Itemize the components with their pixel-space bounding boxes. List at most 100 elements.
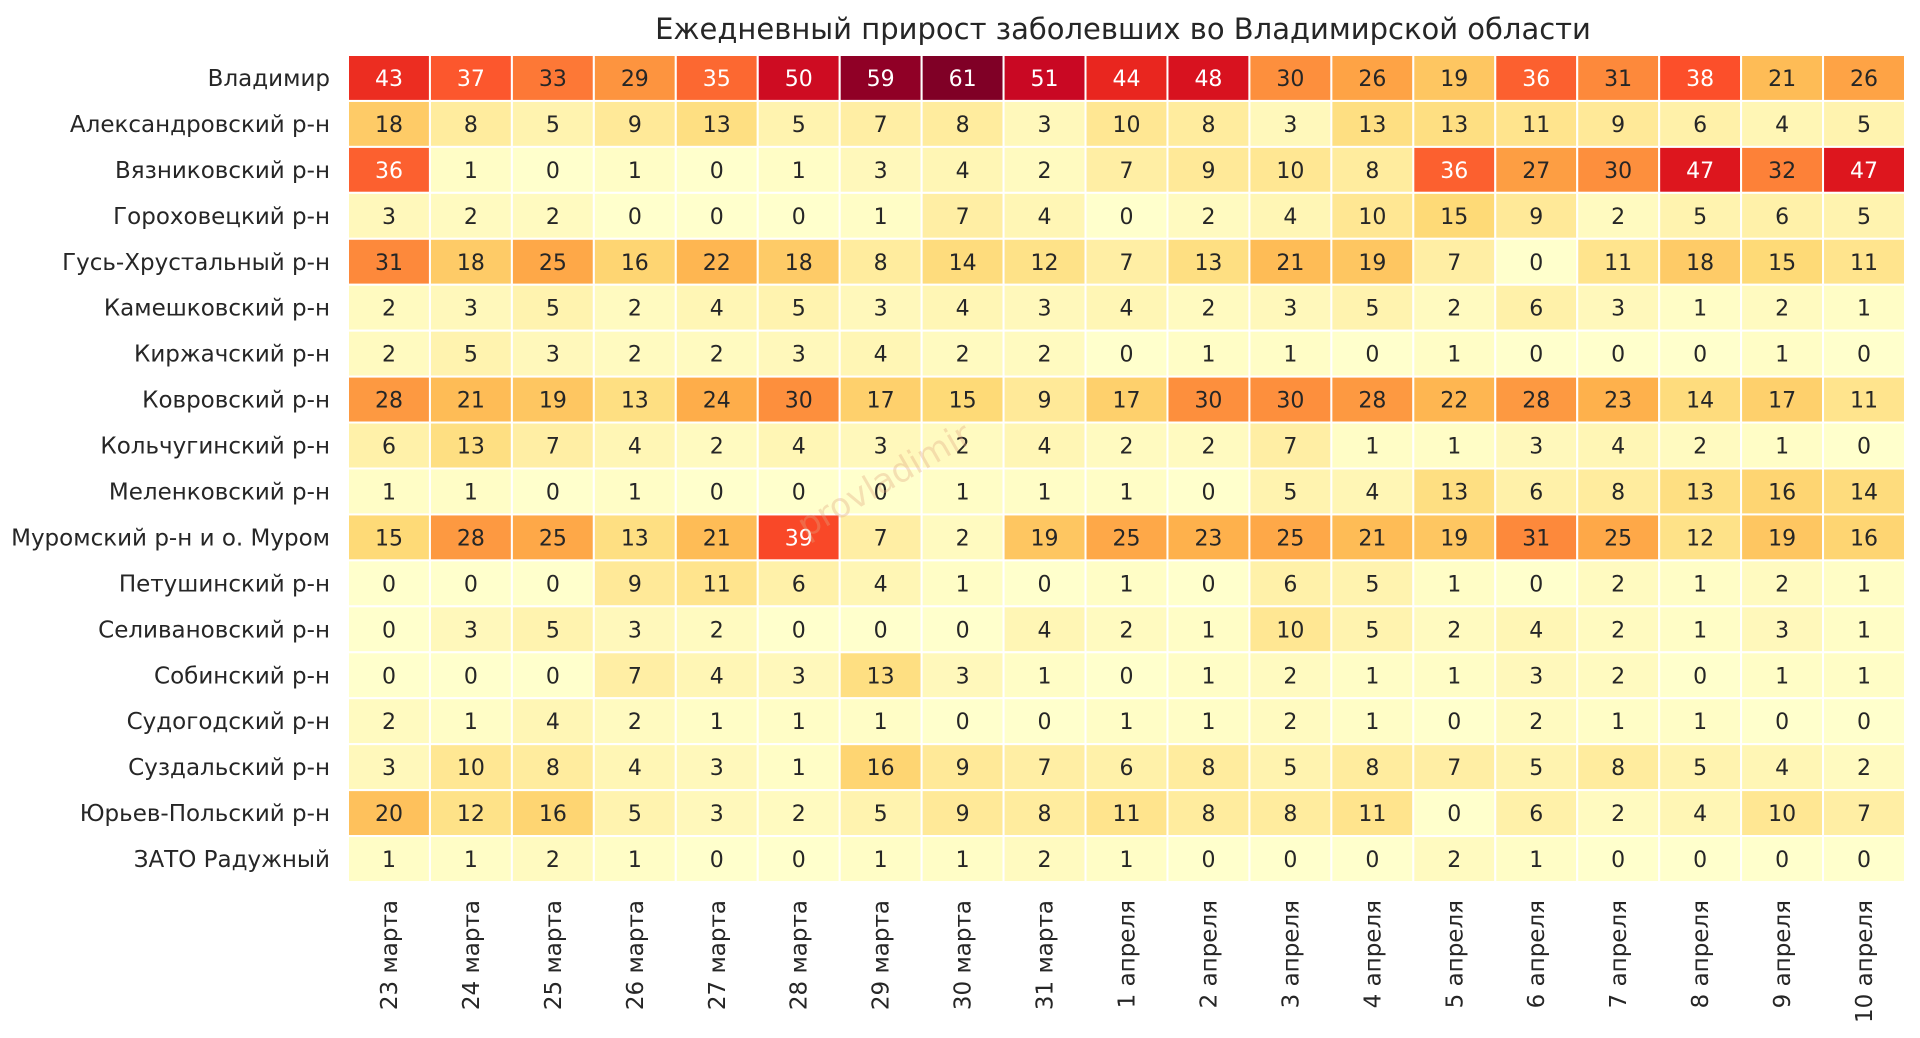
cell-value-label: 2 (546, 205, 560, 230)
heatmap-cell (1330, 605, 1415, 654)
heatmap-cell (1084, 145, 1169, 194)
heatmap-cell (1248, 651, 1333, 700)
cell-value-label: 8 (1611, 756, 1625, 781)
heatmap-cell (347, 283, 431, 332)
cell-value-label: 1 (1775, 664, 1789, 689)
heatmap-cell (1166, 651, 1251, 700)
cell-value-label: 4 (628, 435, 642, 460)
row-label: Петушинский р-н (119, 571, 330, 597)
heatmap-cell (1822, 835, 1906, 883)
cell-value-label: 12 (1031, 251, 1059, 276)
cell-value-label: 37 (457, 67, 485, 92)
heatmap-cell (510, 99, 595, 148)
cell-value-label: 16 (1768, 480, 1796, 505)
heatmap-cell (1412, 54, 1497, 102)
cell-value-label: 9 (1611, 113, 1625, 138)
heatmap-cell (510, 513, 595, 562)
cell-value-label: 15 (375, 526, 403, 551)
row-label: Муромский р-н и о. Муром (11, 525, 330, 551)
heatmap-cell (1248, 145, 1333, 194)
cell-value-label: 19 (1031, 526, 1059, 551)
cell-value-label: 0 (710, 205, 724, 230)
cell-value-label: 2 (1201, 297, 1215, 322)
heatmap-cell (1084, 99, 1169, 148)
cell-value-label: 1 (792, 710, 806, 735)
cell-value-label: 23 (1604, 389, 1632, 414)
heatmap-cell (1822, 54, 1906, 102)
cell-value-label: 2 (710, 435, 724, 460)
cell-value-label: 2 (1775, 572, 1789, 597)
cell-value-label: 0 (546, 572, 560, 597)
cell-value-label: 1 (1529, 848, 1543, 873)
cell-value-label: 1 (956, 572, 970, 597)
cell-value-label: 17 (1768, 389, 1796, 414)
cell-value-label: 6 (1120, 756, 1134, 781)
heatmap-cell (428, 329, 513, 378)
cell-value-label: 5 (1365, 297, 1379, 322)
heatmap-cell (1494, 145, 1579, 194)
heatmap-cell (1494, 743, 1579, 792)
heatmap-cell (1494, 237, 1579, 286)
cell-value-label: 3 (874, 297, 888, 322)
heatmap-cell (1084, 697, 1169, 746)
cell-value-label: 1 (1447, 435, 1461, 460)
cell-value-label: 2 (1857, 756, 1871, 781)
heatmap-cell (1576, 835, 1661, 883)
row-label: Александровский р-н (70, 112, 330, 138)
cell-value-label: 9 (628, 572, 642, 597)
heatmap-cell (674, 559, 759, 608)
row-label: Гороховецкий р-н (113, 204, 330, 230)
cell-value-label: 0 (628, 205, 642, 230)
column-label: 25 марта (541, 900, 567, 1010)
heatmap-cell (1248, 99, 1333, 148)
heatmap-cell (1658, 99, 1743, 148)
cell-value-label: 5 (1283, 480, 1297, 505)
cell-value-label: 8 (546, 756, 560, 781)
cell-value-label: 7 (1283, 435, 1297, 460)
cell-value-label: 0 (1038, 710, 1052, 735)
cell-value-label: 24 (703, 389, 731, 414)
heatmap-cell (920, 651, 1005, 700)
heatmap-cell (920, 835, 1005, 883)
heatmap-cell (1658, 54, 1743, 102)
cell-value-label: 2 (1611, 664, 1625, 689)
cell-value-label: 3 (710, 802, 724, 827)
heatmap-cell (1248, 789, 1333, 838)
cell-value-label: 3 (382, 756, 396, 781)
heatmap-cell (1248, 605, 1333, 654)
heatmap-cell (1494, 329, 1579, 378)
cell-value-label: 0 (956, 618, 970, 643)
heatmap-cell (1084, 467, 1169, 516)
cell-value-label: 2 (1120, 618, 1134, 643)
cell-value-label: 2 (1038, 159, 1052, 184)
row-label: Селивановский р-н (98, 617, 330, 643)
cell-value-label: 4 (710, 664, 724, 689)
cell-value-label: 31 (1604, 67, 1632, 92)
cell-value-label: 0 (1611, 848, 1625, 873)
heatmap-cell (1248, 54, 1333, 102)
cell-value-label: 7 (546, 435, 560, 460)
cell-value-label: 1 (1120, 480, 1134, 505)
column-label: 26 марта (623, 900, 649, 1010)
heatmap-cell (1658, 605, 1743, 654)
heatmap-cell (428, 237, 513, 286)
cell-value-label: 2 (1120, 435, 1134, 460)
cell-value-label: 30 (1276, 389, 1304, 414)
cell-value-label: 2 (382, 343, 396, 368)
cell-value-label: 1 (792, 159, 806, 184)
cell-value-label: 23 (1194, 526, 1222, 551)
heatmap-cell (1166, 559, 1251, 608)
cell-value-label: 3 (792, 343, 806, 368)
heatmap-cell (428, 191, 513, 240)
cell-value-label: 2 (628, 297, 642, 322)
cell-value-label: 8 (956, 113, 970, 138)
cell-value-label: 11 (1604, 251, 1632, 276)
heatmap-cell (428, 697, 513, 746)
cell-value-label: 13 (1686, 480, 1714, 505)
cell-value-label: 0 (1120, 205, 1134, 230)
cell-value-label: 5 (1857, 113, 1871, 138)
cell-value-label: 3 (1038, 297, 1052, 322)
heatmap-cell (674, 835, 759, 883)
cell-value-label: 10 (1113, 113, 1141, 138)
cell-value-label: 16 (539, 802, 567, 827)
